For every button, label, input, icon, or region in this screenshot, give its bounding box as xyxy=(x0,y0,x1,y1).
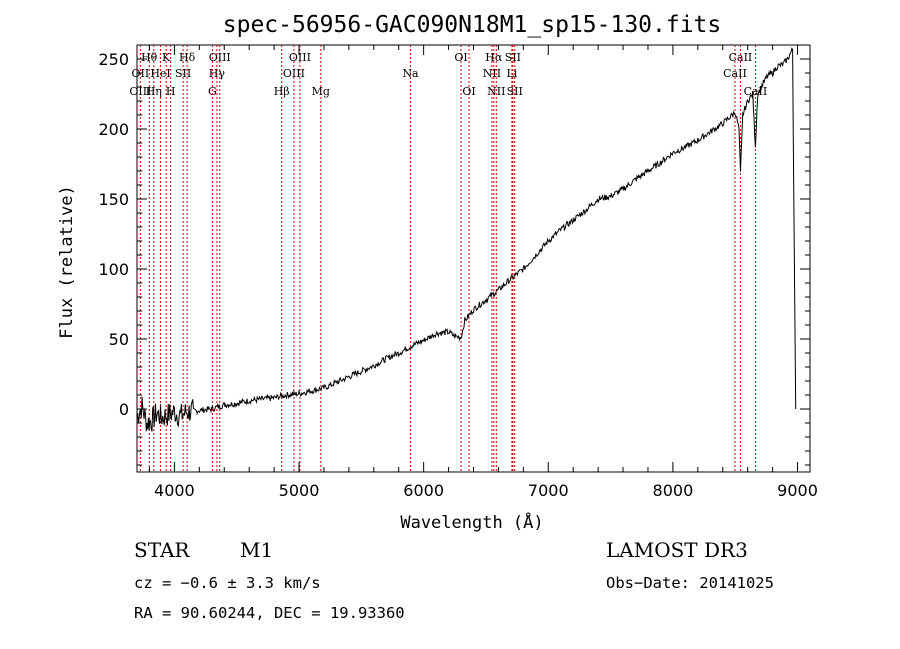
spectral-line-label: OIII xyxy=(209,51,231,64)
x-tick-label: 6000 xyxy=(403,481,444,500)
spectral-line-label: OI xyxy=(462,85,475,98)
spectral-line-label: Hβ xyxy=(274,85,290,98)
object-subclass: M1 xyxy=(240,538,274,562)
spectral-line-label: Hθ xyxy=(141,51,158,64)
spectral-line-label: CaII xyxy=(729,51,753,64)
object-class: STAR xyxy=(134,538,190,562)
y-tick-label: 150 xyxy=(98,190,129,209)
spectral-line-label: SII xyxy=(505,51,521,64)
spectral-line-label: OIII xyxy=(283,67,305,80)
x-axis-ticks: 4000 5000 6000 7000 8000 9000 xyxy=(148,45,818,500)
spectral-line-label: NII xyxy=(483,67,501,80)
spectral-line-label: OIII xyxy=(289,51,311,64)
y-tick-label: 0 xyxy=(119,400,129,419)
spectral-line-label: OIII xyxy=(129,85,151,98)
spectrum-series-line xyxy=(136,47,797,432)
spectral-line-label: H xyxy=(166,85,176,98)
y-tick-label: 50 xyxy=(109,330,129,349)
spectral-line-label: Hα xyxy=(485,51,503,64)
spectral-line-label: SII xyxy=(175,67,191,80)
x-tick-label: 7000 xyxy=(528,481,569,500)
spectral-line-label: HeI xyxy=(150,67,170,80)
spectral-line-label: CaII xyxy=(723,67,747,80)
y-tick-label: 100 xyxy=(98,260,129,279)
plot-frame xyxy=(136,44,811,473)
spectral-line-label: Li xyxy=(506,67,517,80)
spectral-line-label: Hη xyxy=(146,85,162,98)
x-tick-label: 5000 xyxy=(279,481,320,500)
spectral-line-label: SII xyxy=(507,85,523,98)
x-tick-label: 9000 xyxy=(777,481,818,500)
y-axis-ticks: 0 50 100 150 200 250 xyxy=(98,50,810,466)
redshift-cz: cz = −0.6 ± 3.3 km/s xyxy=(134,574,321,592)
x-tick-label: 4000 xyxy=(154,481,195,500)
spectral-line-label: Hγ xyxy=(209,67,226,80)
x-axis-label: Wavelength (Å) xyxy=(400,511,543,533)
spectral-line-label: NII xyxy=(487,85,505,98)
y-tick-label: 250 xyxy=(98,50,129,69)
spectral-line-label: G xyxy=(208,85,217,98)
spectral-line-label: K xyxy=(162,51,171,64)
coordinates: RA = 90.60244, DEC = 19.93360 xyxy=(134,604,405,622)
spectral-line-markers xyxy=(139,45,756,472)
spectral-line-label: Mg xyxy=(312,85,330,98)
spectral-line-label: CaII xyxy=(744,85,768,98)
spectral-line-label: OI xyxy=(454,51,467,64)
spectral-line-label: Na xyxy=(402,67,419,80)
chart-title: spec-56956-GAC090N18M1_sp15-130.fits xyxy=(223,12,722,38)
observation-date: Obs−Date: 20141025 xyxy=(606,574,774,592)
y-tick-label: 200 xyxy=(98,120,129,139)
spectral-line-label: Hδ xyxy=(179,51,196,64)
y-axis-label: Flux (relative) xyxy=(57,185,77,339)
survey-name: LAMOST DR3 xyxy=(606,538,748,562)
x-tick-label: 8000 xyxy=(653,481,694,500)
